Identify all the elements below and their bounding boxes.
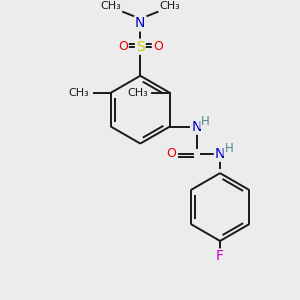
- Text: CH₃: CH₃: [101, 1, 122, 11]
- Text: N: N: [135, 16, 146, 30]
- Text: S: S: [136, 40, 145, 54]
- Text: N: N: [192, 120, 202, 134]
- Text: CH₃: CH₃: [127, 88, 148, 98]
- Text: N: N: [215, 147, 225, 161]
- Text: CH₃: CH₃: [159, 1, 180, 11]
- Text: O: O: [167, 147, 177, 160]
- Text: F: F: [216, 250, 224, 263]
- Text: H: H: [224, 142, 233, 155]
- Text: O: O: [153, 40, 163, 53]
- Text: O: O: [118, 40, 128, 53]
- Text: H: H: [201, 115, 210, 128]
- Text: CH₃: CH₃: [69, 88, 89, 98]
